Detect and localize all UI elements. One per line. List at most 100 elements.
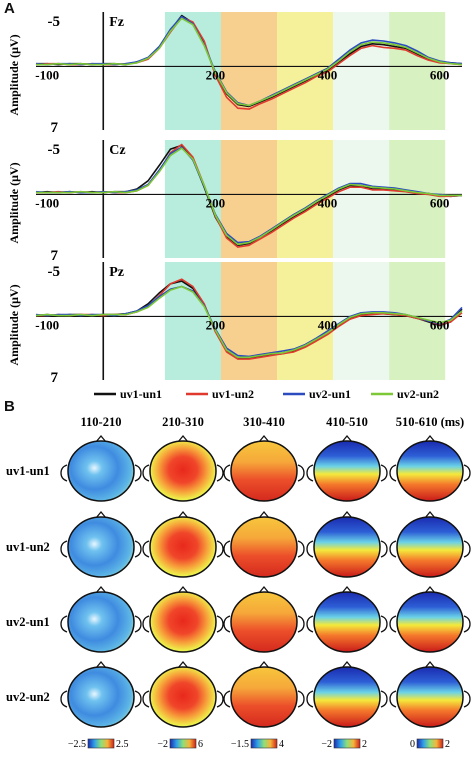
head-nose [177,585,189,594]
colorbar-max-label: 2 [362,739,367,750]
topomap-panel: 110-210 210-310 310-410 410-510 510-610 (ms)… [6,415,471,750]
colorbar-gradient [250,738,278,749]
time-window-shade-5 [389,140,446,258]
legend-label: uv2-un1 [309,387,351,401]
scalp-map [396,440,464,502]
time-window-shade-2 [220,12,278,130]
colorbar-min-label: 0 [410,739,415,750]
x-tick-label: 400 [318,67,338,82]
head-nose [258,585,270,594]
erp-subplot-pz: Pz -5 7 -100 200 400 600 Amplitude (μV) [7,262,463,386]
colorbar-max-label: 2 [445,739,450,750]
colorbar-max-label: 6 [198,739,203,750]
head-right-ear [297,464,305,482]
head-left-ear [389,464,397,482]
head-nose [258,510,270,519]
head-nose [95,585,107,594]
y-tick-label-top: -5 [48,142,61,158]
topomap-uv1-un2-2 [142,510,224,578]
topomap-uv2-un2-4 [306,660,388,728]
head-left-ear [389,615,397,633]
head-right-ear [463,540,471,558]
head-right-ear [297,540,305,558]
topomap-column-header: 310-410 [243,415,285,429]
colorbar-gradient [333,738,361,749]
colorbar-gradient [169,738,197,749]
head-right-ear [463,615,471,633]
panel-a-letter: A [4,0,15,17]
y-axis-label: Amplitude (μV) [7,34,21,115]
legend-item-uv2-un2: uv2-un2 [371,387,439,401]
head-left-ear [223,615,231,633]
scalp-map [313,591,381,653]
x-tick-label: -100 [35,195,59,210]
head-right-ear [134,464,142,482]
topomap-row-label: uv2-un2 [6,690,50,704]
y-axis-label: Amplitude (μV) [7,162,21,243]
head-right-ear [297,615,305,633]
scalp-map [149,516,217,578]
head-right-ear [216,464,224,482]
legend-item-uv2-un1: uv2-un1 [283,387,351,401]
colorbar-min-label: −1.5 [231,739,249,750]
head-right-ear [380,615,388,633]
head-right-ear [216,615,224,633]
head-left-ear [306,690,314,708]
topomap-column-header: 510-610 (ms) [396,415,464,429]
colorbar-3: −1.5 4 [231,738,284,750]
colorbar-gradient [87,738,115,749]
head-left-ear [142,615,150,633]
x-tick-label: 600 [430,195,450,210]
y-tick-label-bottom: 7 [51,370,59,386]
head-nose [95,660,107,669]
head-right-ear [380,540,388,558]
topomap-uv1-un1-3 [223,434,305,502]
topomap-uv1-un2-5 [389,510,471,578]
topomap-uv2-un1-2 [142,585,224,653]
head-left-ear [142,464,150,482]
colorbar-min-label: −2.5 [68,739,86,750]
head-nose [341,510,353,519]
colorbar-2: −2 6 [157,738,203,750]
head-nose [341,585,353,594]
head-right-ear [134,615,142,633]
y-tick-label-top: -5 [48,264,61,280]
topomap-row-label: uv1-un1 [6,464,50,478]
time-window-shade-5 [389,262,446,380]
time-window-shade-2 [220,262,278,380]
head-right-ear [380,464,388,482]
scalp-map [149,591,217,653]
head-left-ear [142,690,150,708]
topomap-uv1-un1-2 [142,434,224,502]
colorbar-gradient [416,738,444,749]
x-tick-label: 200 [206,317,226,332]
head-left-ear [389,690,397,708]
head-left-ear [223,464,231,482]
scalp-map [313,516,381,578]
topomap-uv1-un2-1 [60,510,142,578]
scalp-map [313,666,381,728]
erp-subplot-cz: Cz -5 7 -100 200 400 600 Amplitude (μV) [7,140,463,264]
head-right-ear [463,690,471,708]
scalp-map [230,591,298,653]
head-left-ear [60,690,68,708]
head-right-ear [380,690,388,708]
y-tick-label-top: -5 [48,14,61,30]
topomap-uv1-un2-4 [306,510,388,578]
scalp-map [149,666,217,728]
subplot-title: Pz [109,265,124,280]
legend-item-uv1-un2: uv1-un2 [186,387,254,401]
topomap-uv2-un1-1 [60,585,142,653]
time-window-shade-1 [164,12,221,130]
colorbar-min-label: −2 [321,739,332,750]
legend-label: uv1-un2 [212,387,254,401]
scalp-map [230,516,298,578]
head-nose [258,434,270,443]
x-tick-label: 600 [430,317,450,332]
scalp-map [230,440,298,502]
series-line-uv2-un2 [36,147,462,246]
head-nose [424,585,436,594]
